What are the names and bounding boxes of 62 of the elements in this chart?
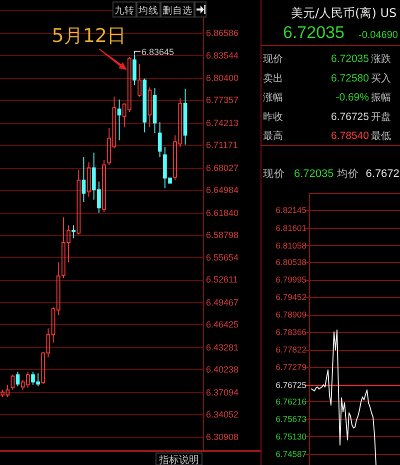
tick-label: 6.80538 xyxy=(276,257,306,268)
tick-label: 6.61840 xyxy=(206,208,239,218)
tick-label: 6.58798 xyxy=(206,230,239,240)
tick-label: 6.79995 xyxy=(276,274,306,285)
tick-label: 6.49467 xyxy=(206,298,239,308)
header-value: 6.7672 xyxy=(366,168,400,180)
tick-label: 6.34052 xyxy=(206,409,239,420)
tick-label: 6.86586 xyxy=(206,28,239,38)
tick-label: 6.83544 xyxy=(206,50,239,60)
title: 美元/人民币(离) US xyxy=(291,6,397,20)
row-value: 6.76725 xyxy=(331,110,369,123)
row-value: 6.78540 xyxy=(331,130,369,142)
toolbar-label: 删自选 xyxy=(162,6,192,16)
header-label: 现价 xyxy=(263,168,285,180)
row-label: 涨跌 xyxy=(371,54,391,65)
tick-label: 6.55654 xyxy=(206,252,239,263)
tick-label: 6.71171 xyxy=(206,140,238,150)
tick-label: 6.79452 xyxy=(276,292,306,302)
headline-price: 6.72035 xyxy=(283,23,344,42)
tick-label: 6.77822 xyxy=(276,344,306,355)
row-value: -0.69% xyxy=(336,92,369,104)
tick-label: 6.40238 xyxy=(206,364,239,375)
row-label: 最低 xyxy=(371,131,391,142)
tick-label: 6.82145 xyxy=(276,205,306,216)
tick-label: 6.77279 xyxy=(276,362,306,372)
tick-label: 6.81058 xyxy=(276,240,306,250)
row-value: 6.72580 xyxy=(331,72,369,84)
toolbar-label: 九转 xyxy=(114,6,134,16)
button-label: 指标说明 xyxy=(159,455,199,465)
tick-label: 6.81601 xyxy=(276,222,306,233)
tick-label: 6.68027 xyxy=(206,162,239,173)
header-label: 均价 xyxy=(336,168,359,180)
row-label: 买入 xyxy=(371,73,391,84)
tick-label: 6.77357 xyxy=(206,95,239,106)
tick-label: 6.80400 xyxy=(206,73,239,84)
tick-label: 6.30908 xyxy=(206,432,239,442)
row-label: 卖出 xyxy=(263,73,283,84)
headline-change: -0.04690 xyxy=(358,30,398,41)
row-label: 振幅 xyxy=(371,92,391,104)
tick-label: 6.78366 xyxy=(276,327,306,338)
header-value: 6.72035 xyxy=(294,168,334,180)
row-label: 最高 xyxy=(263,131,283,142)
toolbar-label: 均线 xyxy=(138,6,158,16)
tick-label: 6.52611 xyxy=(206,274,238,285)
tick-label: 6.46425 xyxy=(206,320,239,330)
tick-label: 6.75130 xyxy=(276,431,306,442)
tick-label: 6.75673 xyxy=(276,414,306,424)
row-label: 现价 xyxy=(263,54,283,65)
row-value: 6.72035 xyxy=(331,53,369,65)
row-label: 昨收 xyxy=(263,112,283,123)
tick-label: 6.64984 xyxy=(206,184,239,195)
tick-label: 6.76216 xyxy=(276,396,306,406)
tick-label: 6.78909 xyxy=(276,310,306,320)
row-label: 涨幅 xyxy=(263,92,283,104)
tick-label: 6.37094 xyxy=(206,387,239,398)
tick-label: 6.74213 xyxy=(206,118,239,128)
annotation-label: 5月12日 xyxy=(52,25,126,47)
row-label: 开盘 xyxy=(371,112,391,123)
high-label: 6.83645 xyxy=(142,46,174,57)
tick-label: 6.74587 xyxy=(276,448,306,459)
tick-label: 6.43281 xyxy=(206,342,239,352)
tick-label: 6.76725 xyxy=(276,380,306,390)
